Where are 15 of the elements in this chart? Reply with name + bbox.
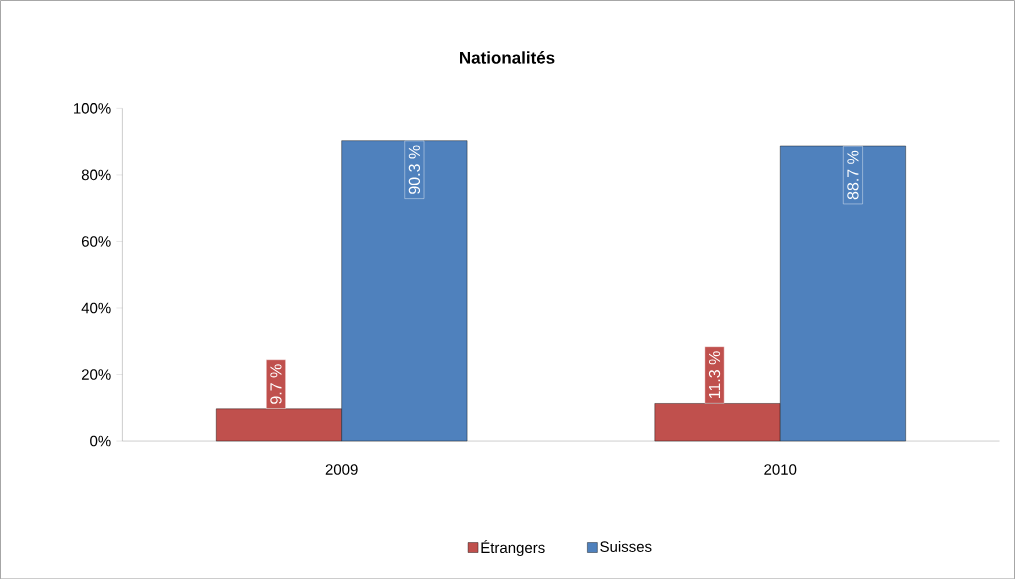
data-label: 11.3 % <box>708 351 721 398</box>
data-label: 90.3 % <box>408 145 421 194</box>
y-tick-label: 0% <box>90 435 111 447</box>
y-tick-label: 20% <box>81 369 111 380</box>
legend-label: Étrangers <box>481 539 545 556</box>
x-tick-label: 2009 <box>325 464 358 475</box>
legend-label: Suisses <box>600 540 652 552</box>
chart-title: Nationalités <box>460 50 555 64</box>
y-tick-label: 40% <box>81 302 111 314</box>
y-tick-label: 100% <box>74 102 111 114</box>
y-tick-label: 60% <box>81 235 111 247</box>
x-tick-label: 2010 <box>764 464 797 475</box>
data-label: 9.7 % <box>270 364 282 404</box>
data-label: 88.7 % <box>847 150 859 200</box>
y-tick-label: 80% <box>81 169 111 181</box>
